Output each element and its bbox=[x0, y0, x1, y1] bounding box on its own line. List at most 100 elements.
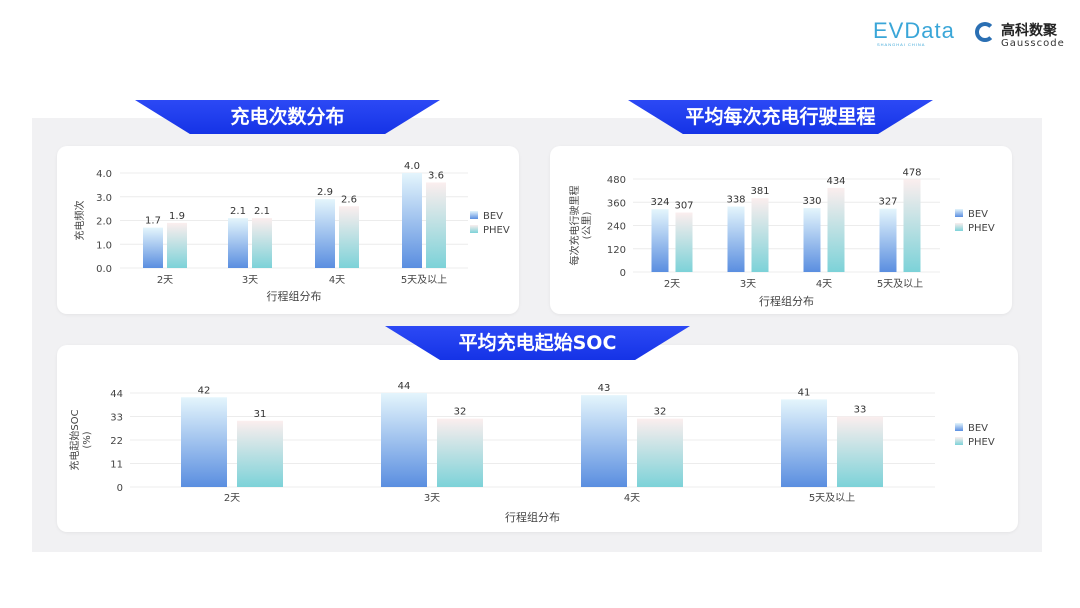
legend-label: PHEV bbox=[968, 437, 995, 448]
bar-phev bbox=[426, 182, 446, 268]
legend-label: PHEV bbox=[968, 223, 995, 234]
bar-bev bbox=[381, 393, 427, 487]
bar-phev bbox=[837, 416, 883, 487]
chart-title-mileage: 平均每次充电行驶里程 bbox=[628, 100, 933, 134]
x-axis-label: 行程组分布 bbox=[267, 289, 322, 303]
data-label: 31 bbox=[254, 409, 267, 420]
y-tick-label: 4.0 bbox=[96, 169, 112, 180]
data-label: 1.7 bbox=[145, 216, 161, 227]
data-label: 4.0 bbox=[404, 161, 420, 172]
y-tick-label: 2.0 bbox=[96, 217, 112, 228]
x-tick-label: 5天及以上 bbox=[877, 278, 923, 290]
y-tick-label: 120 bbox=[607, 245, 626, 256]
bar-bev bbox=[181, 397, 227, 487]
bar-bev bbox=[879, 208, 897, 272]
data-label: 43 bbox=[598, 383, 611, 394]
bar-phev bbox=[827, 187, 845, 272]
legend-label: BEV bbox=[483, 211, 503, 222]
x-axis-label: 行程组分布 bbox=[759, 294, 814, 308]
legend-swatch bbox=[955, 423, 963, 431]
x-tick-label: 2天 bbox=[664, 279, 680, 290]
legend-swatch bbox=[955, 437, 963, 445]
bar-bev bbox=[727, 206, 745, 272]
x-tick-label: 4天 bbox=[624, 493, 640, 504]
x-tick-label: 3天 bbox=[424, 493, 440, 504]
y-tick-label: 44 bbox=[110, 389, 123, 400]
bar-phev bbox=[237, 420, 283, 487]
legend-label: PHEV bbox=[483, 225, 510, 236]
y-axis-label: 充电起始SOC(%) bbox=[68, 409, 93, 470]
data-label: 327 bbox=[878, 197, 897, 208]
evdata-logo: EVData SHANGHAI CHINA bbox=[873, 18, 955, 47]
bar-bev bbox=[143, 227, 163, 268]
data-label: 32 bbox=[654, 407, 667, 418]
data-label: 330 bbox=[802, 196, 821, 207]
x-tick-label: 3天 bbox=[740, 279, 756, 290]
y-tick-label: 22 bbox=[110, 436, 123, 447]
chart-title-charge-count: 充电次数分布 bbox=[135, 100, 440, 134]
evdata-logo-sub: SHANGHAI CHINA bbox=[877, 42, 926, 47]
legend-label: BEV bbox=[968, 423, 988, 434]
y-axis-label: 充电频次 bbox=[73, 201, 86, 241]
data-label: 1.9 bbox=[169, 211, 185, 222]
data-label: 338 bbox=[726, 195, 745, 206]
x-tick-label: 4天 bbox=[329, 275, 345, 286]
x-tick-label: 4天 bbox=[816, 279, 832, 290]
bar-bev bbox=[402, 173, 422, 268]
bar-phev bbox=[751, 198, 769, 272]
legend-swatch bbox=[470, 225, 478, 233]
data-label: 478 bbox=[902, 167, 921, 178]
gausscode-logo: 高科数聚 Gausscode bbox=[975, 20, 1065, 50]
legend-swatch bbox=[955, 209, 963, 217]
gausscode-en: Gausscode bbox=[1001, 38, 1065, 49]
x-axis-label: 行程组分布 bbox=[505, 510, 560, 524]
data-label: 3.6 bbox=[428, 171, 444, 182]
y-tick-label: 1.0 bbox=[96, 240, 112, 251]
legend-swatch bbox=[470, 211, 478, 219]
data-label: 2.6 bbox=[341, 194, 357, 205]
x-tick-label: 3天 bbox=[242, 275, 258, 286]
data-label: 434 bbox=[826, 176, 845, 187]
y-tick-label: 3.0 bbox=[96, 193, 112, 204]
data-label: 2.9 bbox=[317, 187, 333, 198]
bar-phev bbox=[903, 179, 921, 272]
gausscode-cn: 高科数聚 bbox=[1001, 23, 1057, 39]
data-label: 33 bbox=[854, 405, 867, 416]
bar-bev bbox=[781, 399, 827, 487]
chart-title-soc: 平均充电起始SOC bbox=[385, 326, 690, 360]
x-tick-label: 2天 bbox=[157, 275, 173, 286]
bar-bev bbox=[581, 395, 627, 487]
x-tick-label: 5天及以上 bbox=[401, 274, 447, 286]
legend-swatch bbox=[955, 223, 963, 231]
bar-phev bbox=[675, 212, 693, 272]
y-tick-label: 0.0 bbox=[96, 264, 112, 275]
bar-phev bbox=[339, 206, 359, 268]
data-label: 41 bbox=[798, 387, 811, 398]
data-label: 307 bbox=[674, 201, 693, 212]
y-tick-label: 11 bbox=[110, 460, 123, 471]
bar-phev bbox=[252, 218, 272, 268]
data-label: 32 bbox=[454, 407, 467, 418]
y-tick-label: 240 bbox=[607, 222, 626, 233]
bar-phev bbox=[167, 222, 187, 268]
bar-bev bbox=[228, 218, 248, 268]
y-tick-label: 0 bbox=[620, 268, 626, 279]
data-label: 381 bbox=[750, 186, 769, 197]
bar-phev bbox=[637, 418, 683, 487]
gausscode-mark-icon bbox=[975, 22, 995, 42]
y-axis-label: 每次充电行驶里程(公里) bbox=[568, 186, 593, 266]
data-label: 42 bbox=[198, 385, 211, 396]
chart-card-mileage bbox=[550, 146, 1012, 314]
data-label: 2.1 bbox=[254, 206, 270, 217]
data-label: 324 bbox=[650, 197, 669, 208]
bar-bev bbox=[803, 208, 821, 272]
bar-phev bbox=[437, 418, 483, 487]
y-tick-label: 360 bbox=[607, 198, 626, 209]
bar-bev bbox=[651, 209, 669, 272]
x-tick-label: 5天及以上 bbox=[809, 492, 855, 504]
y-tick-label: 480 bbox=[607, 175, 626, 186]
evdata-logo-text: EVData bbox=[873, 18, 955, 43]
bar-bev bbox=[315, 199, 335, 268]
legend-label: BEV bbox=[968, 209, 988, 220]
